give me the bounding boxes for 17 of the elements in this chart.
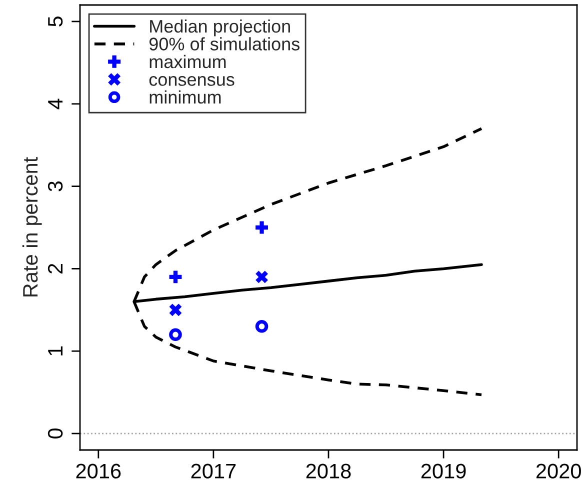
legend-label: minimum xyxy=(150,90,221,104)
y-tick-label: 2 xyxy=(48,264,62,274)
legend-label: 90% of simulations xyxy=(149,37,300,50)
x-tick-label: 2017 xyxy=(191,464,236,478)
legend-label: consensus xyxy=(149,76,234,86)
x-tick-label: 2019 xyxy=(421,464,466,478)
x-tick-label: 2016 xyxy=(76,464,121,478)
x-tick-label: 2018 xyxy=(306,464,351,478)
y-tick-label: 3 xyxy=(48,181,63,192)
y-tick-label: 1 xyxy=(48,346,62,356)
x-tick-label: 2020 xyxy=(536,464,581,478)
legend-label: Median projection xyxy=(150,19,290,36)
y-tick-label: 0 xyxy=(48,428,63,438)
y-tick-label: 4 xyxy=(48,98,62,110)
legend-label: maximum xyxy=(150,54,226,68)
y-axis-title: Rate in percent xyxy=(22,157,42,296)
y-tick-label: 5 xyxy=(48,16,63,26)
